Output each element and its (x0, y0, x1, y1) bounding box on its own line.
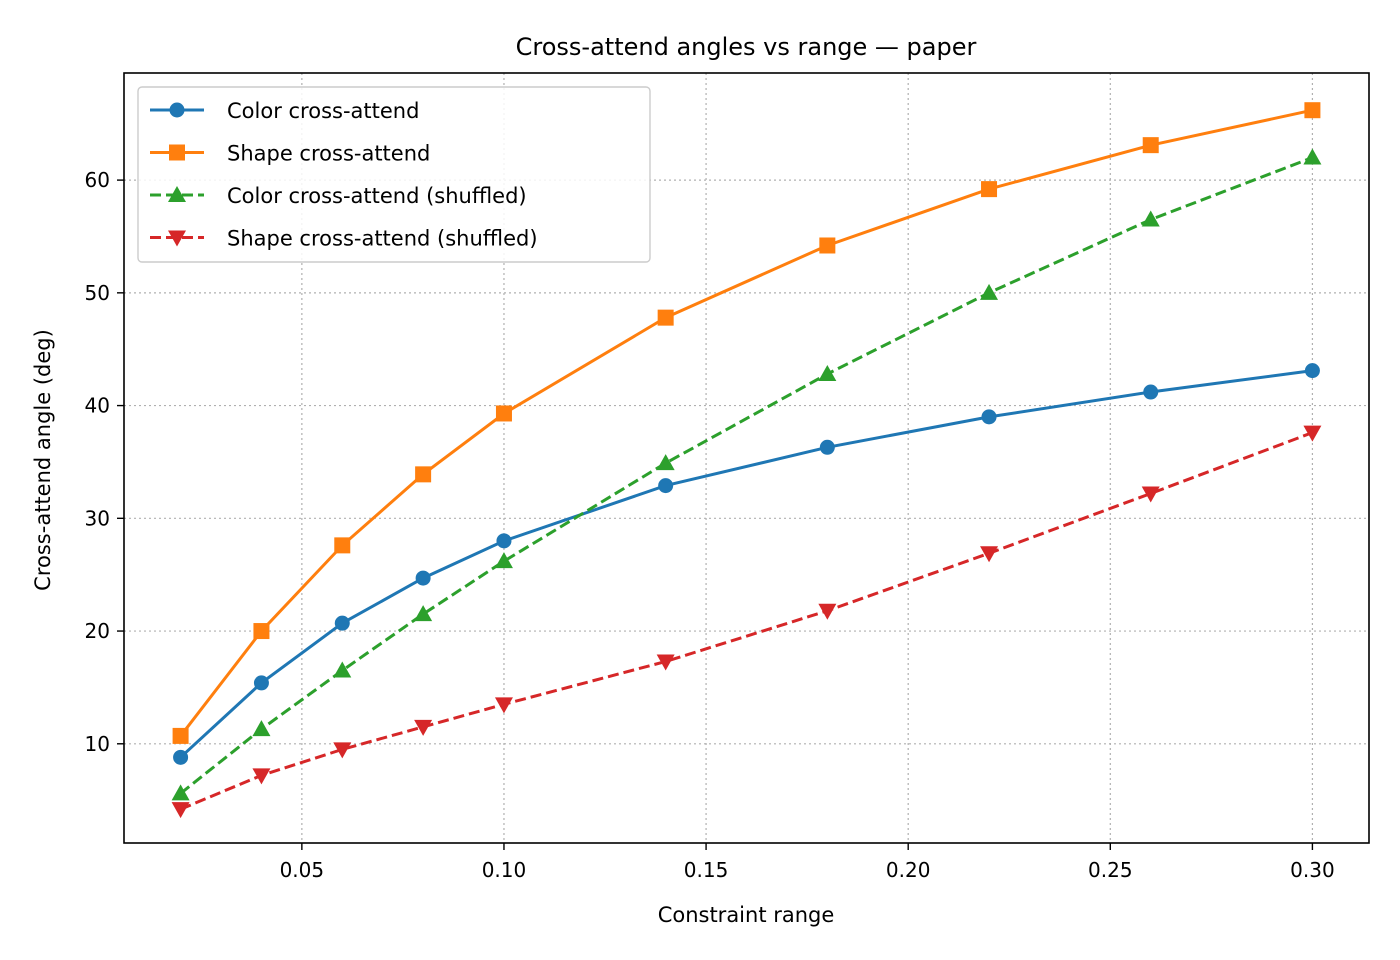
data-point (1142, 137, 1159, 154)
data-point (496, 533, 512, 549)
data-point (980, 283, 999, 300)
data-point (252, 720, 271, 737)
grid (124, 73, 1369, 843)
series-3 (171, 425, 1322, 819)
legend-label: Shape cross-attend (shuffled) (227, 227, 538, 251)
chart-title: Cross-attend angles vs range — paper (516, 33, 977, 61)
legend-marker (169, 144, 185, 161)
legend: Color cross-attend Shape cross-attend Colo… (137, 86, 651, 263)
data-point (981, 181, 998, 198)
data-point (818, 603, 837, 620)
data-point (1304, 363, 1320, 379)
data-point (171, 784, 190, 801)
data-point (172, 727, 189, 744)
data-point (334, 615, 350, 631)
plot-frame (123, 72, 1370, 844)
data-point (333, 661, 352, 678)
data-point (414, 719, 433, 736)
y-axis-label: Cross-attend angle (deg) (31, 329, 55, 591)
data-point (252, 768, 271, 785)
series-0 (173, 363, 1320, 765)
legend-marker (168, 230, 186, 247)
data-point (818, 365, 837, 382)
series-line (180, 431, 1313, 811)
data-point (494, 552, 513, 569)
data-point (253, 675, 269, 691)
x-tick-label: 0.20 (886, 858, 931, 882)
legend-entry: Shape cross-attend (150, 142, 430, 166)
data-point (656, 454, 675, 471)
data-point (333, 742, 352, 759)
y-tick-label: 20 (85, 619, 110, 643)
series-line (179, 156, 1313, 795)
x-axis-label: Constraint range (658, 903, 835, 927)
series-2 (171, 148, 1322, 801)
y-tick-label: 40 (85, 394, 110, 418)
x-tick-label: 0.15 (684, 858, 729, 882)
legend-box (137, 86, 651, 263)
data-point (415, 466, 432, 483)
x-tick-label: 0.10 (482, 858, 527, 882)
y-tick-label: 10 (85, 732, 110, 756)
x-tick-label: 0.05 (280, 858, 325, 882)
series-layer (171, 102, 1322, 819)
data-point (1303, 148, 1322, 165)
data-point (494, 697, 513, 714)
data-point (819, 439, 835, 455)
data-point (1304, 102, 1321, 119)
data-point (656, 654, 675, 671)
x-tick-label: 0.25 (1088, 858, 1133, 882)
x-tick-label: 0.30 (1290, 858, 1335, 882)
legend-label: Color cross-attend (shuffled) (227, 184, 527, 208)
data-point (415, 570, 431, 586)
series-line (179, 108, 1313, 737)
legend-label: Shape cross-attend (227, 142, 430, 166)
data-point (658, 478, 674, 494)
legend-entry: Color cross-attend (150, 99, 419, 123)
data-point (980, 546, 999, 563)
data-point (1141, 486, 1160, 503)
series-1 (172, 102, 1321, 744)
data-point (819, 237, 836, 254)
data-point (171, 802, 190, 819)
legend-marker (169, 102, 185, 118)
series-line (179, 369, 1313, 759)
legend-entry: Color cross-attend (shuffled) (150, 184, 527, 208)
data-point (253, 623, 270, 640)
data-point (334, 537, 351, 554)
data-point (1143, 384, 1159, 400)
axis-ticks: 0.05 0.10 0.15 0.20 0.25 0.30 10 20 30 40 50 60 (85, 168, 1335, 882)
legend-marker (168, 186, 186, 202)
data-point (1303, 425, 1322, 442)
data-point (1141, 210, 1160, 227)
data-point (657, 309, 674, 326)
data-point (414, 605, 433, 622)
data-point (173, 749, 189, 765)
y-tick-label: 60 (85, 168, 110, 192)
data-point (495, 405, 512, 422)
legend-label: Color cross-attend (227, 99, 419, 123)
data-point (981, 409, 997, 425)
y-tick-label: 50 (85, 281, 110, 305)
y-tick-label: 30 (85, 506, 110, 530)
legend-entry: Shape cross-attend (shuffled) (150, 227, 538, 251)
